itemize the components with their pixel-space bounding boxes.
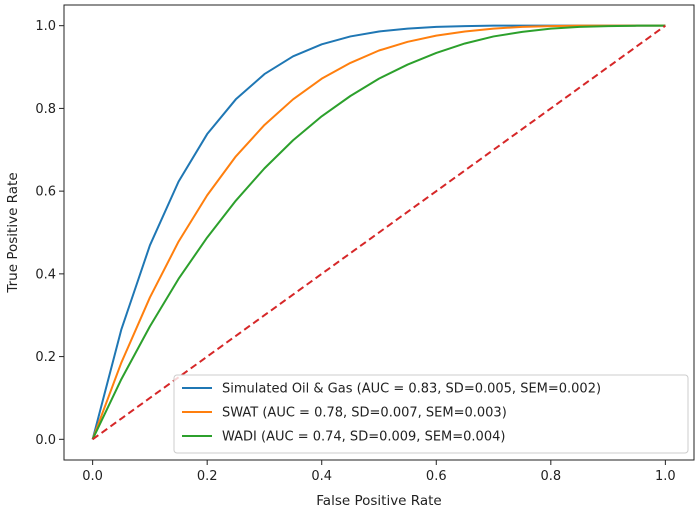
chance-line bbox=[92, 24, 666, 441]
y-tick-label: 0.2 bbox=[35, 350, 56, 365]
x-ticks: 0.0 0.2 0.4 0.6 0.8 1.0 bbox=[82, 460, 676, 484]
x-tick-label: 1.0 bbox=[655, 469, 676, 484]
x-tick-label: 0.0 bbox=[82, 469, 103, 484]
plot-frame bbox=[63, 4, 695, 461]
y-tick-label: 0.8 bbox=[35, 102, 56, 117]
series-line-1 bbox=[91, 24, 666, 440]
y-tick-label: 0.0 bbox=[35, 433, 56, 448]
x-tick-label: 0.2 bbox=[197, 469, 218, 484]
x-axis-label: False Positive Rate bbox=[316, 493, 441, 509]
y-tick-label: 0.6 bbox=[35, 185, 56, 200]
y-ticks: 0.0 0.2 0.4 0.6 0.8 1.0 bbox=[35, 19, 64, 448]
y-tick-label: 1.0 bbox=[35, 19, 56, 34]
x-tick-label: 0.4 bbox=[311, 469, 332, 484]
legend: Simulated Oil & Gas (AUC = 0.83, SD=0.00… bbox=[173, 374, 689, 454]
legend-box bbox=[173, 374, 689, 454]
y-tick-label: 0.4 bbox=[35, 267, 56, 282]
curves-layer bbox=[91, 24, 666, 441]
legend-label: Simulated Oil & Gas (AUC = 0.83, SD=0.00… bbox=[222, 382, 601, 397]
series-line-2 bbox=[91, 24, 666, 440]
x-tick-label: 0.6 bbox=[426, 469, 447, 484]
legend-label: WADI (AUC = 0.74, SD=0.009, SEM=0.004) bbox=[222, 430, 505, 445]
legend-label: SWAT (AUC = 0.78, SD=0.007, SEM=0.003) bbox=[222, 406, 507, 421]
x-tick-label: 0.8 bbox=[540, 469, 561, 484]
y-axis-label: True Positive Rate bbox=[5, 172, 21, 293]
